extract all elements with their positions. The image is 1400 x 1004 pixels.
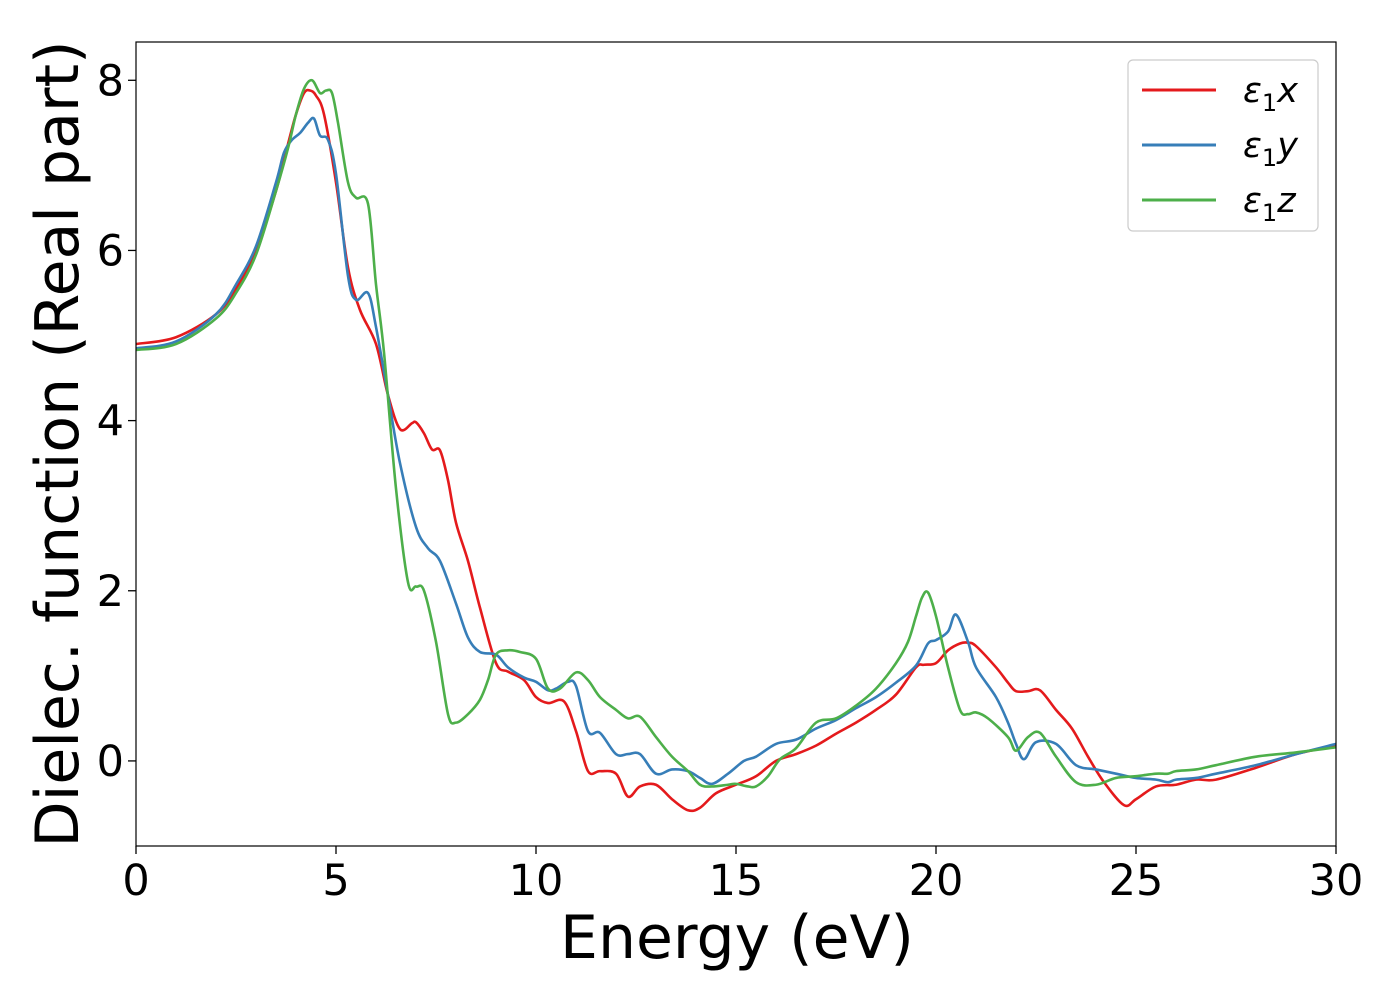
- y-tick-label: 8: [97, 56, 124, 106]
- y-tick-label: 0: [97, 737, 124, 787]
- x-axis: 0 5 10 15 20 25 30: [122, 846, 1363, 906]
- plot-lines: [136, 78, 1336, 813]
- x-tick-label: 0: [122, 856, 149, 906]
- y-tick-label: 6: [97, 226, 124, 276]
- legend-label: ε1y: [1243, 126, 1299, 172]
- legend-entry-x: ε1x: [1142, 71, 1298, 117]
- legend-label: ε1z: [1243, 181, 1296, 227]
- legend: ε1x ε1y ε1z: [1127, 59, 1319, 232]
- x-tick-label: 25: [1109, 856, 1164, 906]
- y-axis-label: Dielec. function (Real part): [23, 41, 93, 848]
- legend-entry-z: ε1z: [1142, 181, 1296, 227]
- legend-label: ε1x: [1243, 71, 1298, 117]
- y-tick-label: 2: [97, 567, 124, 617]
- series-line-y: [136, 116, 1336, 786]
- y-tick-label: 4: [97, 397, 124, 447]
- x-tick-label: 15: [709, 856, 764, 906]
- x-tick-label: 10: [509, 856, 564, 906]
- x-axis-label: Energy (eV): [560, 903, 914, 973]
- x-tick-label: 20: [909, 856, 964, 906]
- x-tick-label: 5: [322, 856, 349, 906]
- x-tick-label: 30: [1309, 856, 1364, 906]
- series-line-z: [136, 78, 1336, 789]
- legend-box: [1127, 59, 1319, 232]
- y-axis: 0 2 4 6 8: [97, 56, 136, 787]
- legend-entry-y: ε1y: [1142, 126, 1299, 172]
